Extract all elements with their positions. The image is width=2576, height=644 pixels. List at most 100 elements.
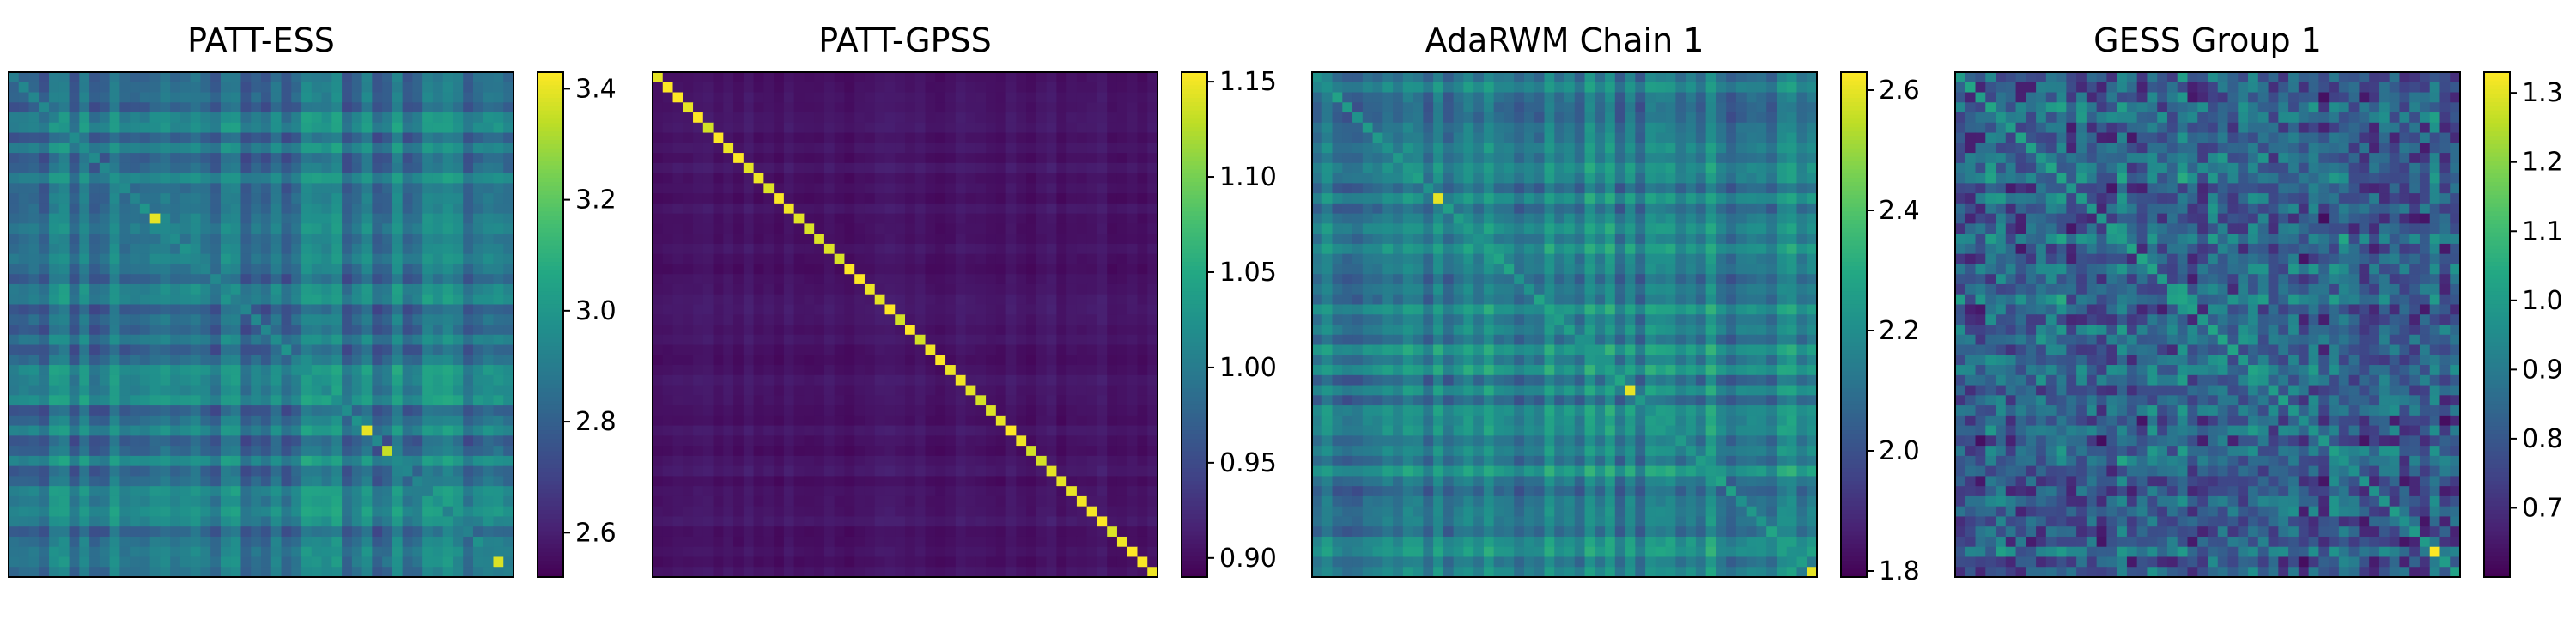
heatmap-cell (774, 122, 785, 134)
heatmap-cell (884, 365, 896, 376)
heatmap-cell (28, 455, 39, 467)
heatmap-cell (69, 243, 80, 255)
heatmap-cell (945, 264, 957, 275)
heatmap-cell (392, 82, 404, 94)
heatmap-cell (472, 253, 484, 265)
heatmap-cell (1116, 325, 1128, 336)
colorbar-segment (538, 416, 563, 422)
heatmap-cell (1116, 405, 1128, 416)
heatmap-cell (793, 405, 805, 416)
heatmap-cell (9, 223, 20, 234)
heatmap-cell (945, 476, 957, 487)
heatmap-cell (210, 314, 222, 325)
heatmap-cell (1107, 203, 1118, 215)
heatmap-cell (9, 283, 20, 295)
heatmap-cell (1016, 213, 1027, 224)
heatmap-cell (935, 465, 946, 477)
heatmap-cell (653, 405, 664, 416)
heatmap-cell (723, 314, 734, 325)
heatmap-cell (723, 455, 734, 467)
heatmap-cell (702, 112, 714, 124)
heatmap-cell (935, 283, 946, 295)
heatmap-cell (672, 183, 683, 194)
heatmap-cell (1086, 516, 1098, 527)
heatmap-cell (170, 253, 181, 265)
heatmap-cell (1127, 223, 1139, 234)
heatmap-cell (672, 213, 683, 224)
heatmap-cell (783, 143, 795, 154)
heatmap-cell (382, 526, 393, 538)
heatmap-cell (200, 506, 211, 518)
heatmap-cell (49, 122, 60, 134)
heatmap-cell (301, 567, 313, 578)
heatmap-cell (1127, 405, 1139, 416)
heatmap-cell (251, 162, 262, 174)
heatmap-cell (69, 283, 80, 295)
heatmap-cell (311, 546, 323, 558)
heatmap-cell (834, 223, 846, 234)
heatmap-cell (109, 405, 120, 416)
heatmap-cell (99, 365, 111, 376)
heatmap-cell (1137, 486, 1148, 497)
heatmap-cell (79, 556, 90, 568)
heatmap-cell (442, 223, 454, 234)
heatmap-cell (291, 183, 302, 194)
heatmap-cell (1056, 283, 1067, 295)
heatmap-cell (1066, 153, 1078, 164)
heatmap-cell (331, 556, 343, 568)
heatmap-cell (331, 243, 343, 255)
heatmap-cell (453, 304, 464, 315)
heatmap-cell (190, 536, 202, 548)
heatmap-cell (220, 425, 232, 436)
heatmap-cell (190, 304, 202, 315)
heatmap-cell (9, 203, 20, 215)
heatmap-cell (79, 283, 90, 295)
heatmap-cell (834, 425, 846, 436)
heatmap-cell (1076, 506, 1088, 518)
heatmap-cell (895, 516, 906, 527)
heatmap-cell (1046, 334, 1057, 346)
heatmap-cell (220, 234, 232, 245)
heatmap-cell (230, 223, 242, 234)
heatmap-cell (432, 304, 444, 315)
colorbar-segment (538, 404, 563, 410)
heatmap-cell (472, 476, 484, 487)
heatmap-cell (190, 223, 202, 234)
heatmap-cell (672, 546, 683, 558)
heatmap-cell (311, 325, 323, 336)
heatmap-cell (895, 193, 906, 204)
heatmap-cell (321, 213, 332, 224)
heatmap-cell (200, 536, 211, 548)
heatmap-cell (139, 153, 151, 164)
heatmap-cell (18, 193, 30, 204)
heatmap-cell (483, 274, 495, 285)
heatmap-cell (713, 446, 724, 457)
heatmap-cell (139, 223, 151, 234)
heatmap-cell (945, 314, 957, 325)
heatmap-cell (975, 193, 987, 204)
heatmap-cell (18, 395, 30, 406)
heatmap-cell (139, 143, 151, 154)
heatmap-cell (753, 183, 764, 194)
heatmap-cell (9, 122, 20, 134)
heatmap-cell (503, 314, 514, 325)
heatmap-cell (311, 283, 323, 295)
heatmap-cell (662, 526, 674, 538)
heatmap-cell (79, 243, 90, 255)
heatmap-cell (351, 72, 363, 83)
heatmap-cell (432, 536, 444, 548)
heatmap-cell (945, 465, 957, 477)
heatmap-cell (884, 536, 896, 548)
heatmap-cell (702, 314, 714, 325)
heatmap-cell (1026, 102, 1037, 113)
heatmap-cell (463, 476, 474, 487)
heatmap-cell (884, 446, 896, 457)
heatmap-cell (412, 334, 423, 346)
heatmap-cell (301, 274, 313, 285)
heatmap-cell (281, 395, 292, 406)
heatmap-cell (412, 112, 423, 124)
heatmap-cell (804, 506, 815, 518)
heatmap-cell (321, 102, 332, 113)
heatmap-cell (1056, 122, 1067, 134)
heatmap-cell (493, 122, 504, 134)
